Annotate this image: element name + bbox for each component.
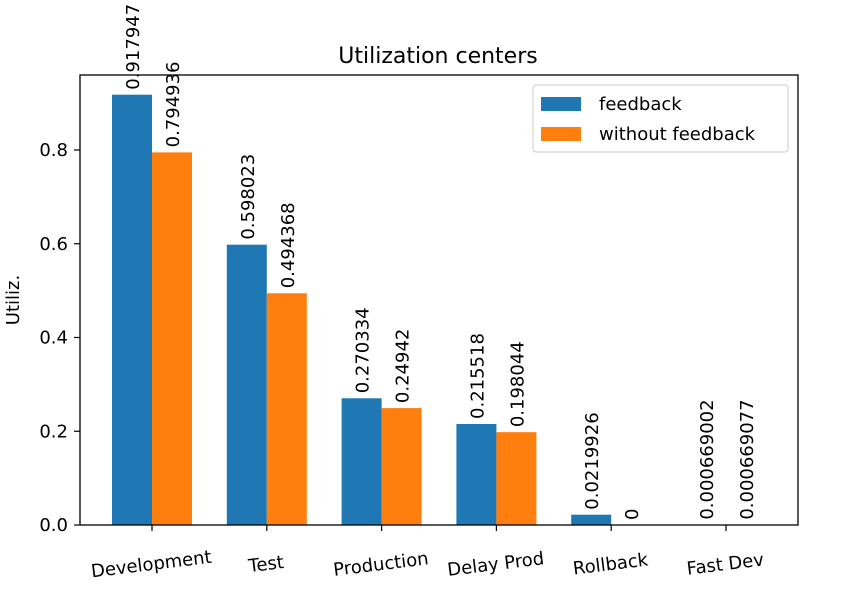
legend-label: without feedback [599,124,756,145]
y-tick-label: 0.0 [39,515,68,536]
bars-layer [112,95,766,525]
bar-rollback-feedback [571,515,611,525]
x-tick-label: Rollback [572,549,650,579]
x-axis-ticks: Development Test Production Delay Prod Rollb… [90,525,765,582]
y-tick-label: 0.2 [39,421,68,442]
y-axis-ticks: 0.0 0.2 0.4 0.6 0.8 [39,140,80,536]
bar-value-label: 0.494368 [278,202,299,288]
bar-value-label: 0.24942 [393,329,414,403]
bar-value-label: 0 [622,509,643,520]
legend-swatch [541,127,581,141]
legend: feedback without feedback [533,85,788,152]
bar-test-feedback [227,245,267,525]
y-tick-label: 0.8 [39,140,68,161]
x-tick-label: Development [90,547,213,583]
x-tick-label: Fast Dev [686,549,766,579]
bar-value-label: 0.000669002 [697,399,718,519]
x-tick-label: Test [246,552,285,577]
bar-delay-prod-without-feedback [496,432,536,525]
bar-development-feedback [112,95,152,525]
bar-labels-layer: 0.9179470.7949360.5980230.4943680.270334… [123,4,758,520]
x-tick-label: Production [332,548,430,581]
legend-swatch [541,97,581,111]
bar-value-label: 0.598023 [238,154,259,240]
legend-label: feedback [599,94,682,115]
bar-development-without-feedback [152,152,192,525]
x-tick-label: Delay Prod [446,548,545,581]
bar-value-label: 0.198044 [507,341,528,427]
bar-production-feedback [342,398,382,525]
bar-value-label: 0.270334 [353,307,374,393]
bar-value-label: 0.000669077 [737,399,758,519]
y-tick-label: 0.6 [39,234,68,255]
bar-value-label: 0.917947 [123,4,144,90]
chart-title: Utilization centers [338,44,537,69]
bar-value-label: 0.0219926 [582,412,603,509]
bar-delay-prod-feedback [456,424,496,525]
y-tick-label: 0.4 [39,328,68,349]
bar-value-label: 0.215518 [467,333,488,419]
y-axis-label: Utiliz. [3,275,24,325]
bar-test-without-feedback [267,293,307,525]
bar-production-without-feedback [382,408,422,525]
